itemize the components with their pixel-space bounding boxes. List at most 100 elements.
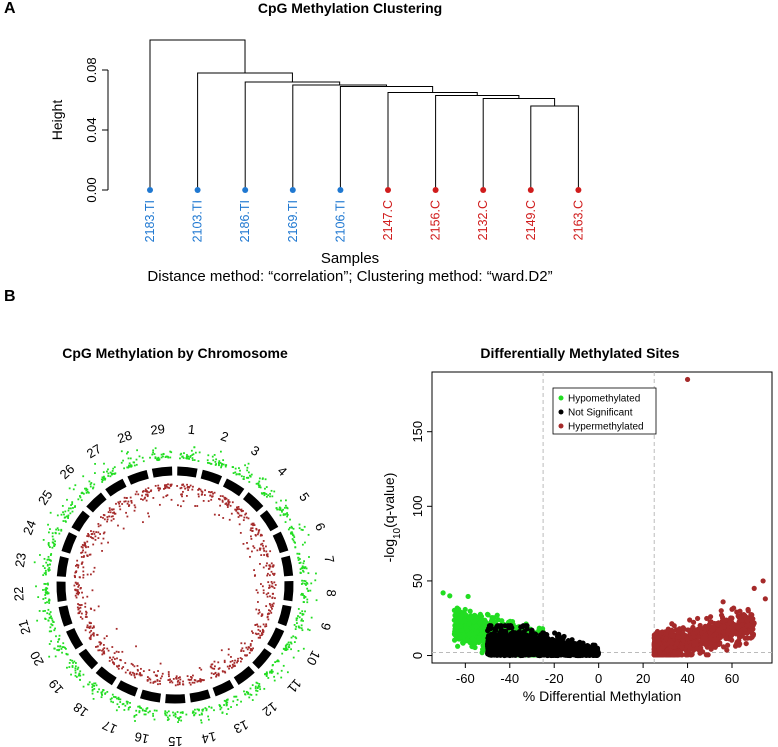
circos-hypo-point: [256, 690, 259, 692]
circos-hyper-point: [79, 610, 82, 613]
circos-hypo-point: [126, 701, 129, 703]
circos-hyper-point: [110, 519, 113, 522]
circos-hyper-point: [78, 611, 81, 614]
volcano-point: [586, 645, 592, 652]
circos-hypo-point: [88, 681, 91, 684]
volcano-point: [462, 618, 468, 624]
circos-hypo-point: [213, 454, 216, 456]
circos-chromosome-label: 7: [321, 554, 337, 564]
circos-hypo-point: [270, 672, 273, 674]
circos-hyper-point: [266, 574, 269, 577]
circos-hypo-point: [52, 541, 54, 544]
circos-hyper-point: [264, 625, 267, 628]
circos-hypo-point: [198, 451, 201, 454]
circos-hypo-point: [305, 584, 307, 586]
circos-hypo-point: [87, 491, 90, 494]
circos-hypo-point: [300, 592, 303, 595]
circos-hyper-point: [240, 649, 243, 652]
circos-chromosome-label: 9: [318, 621, 334, 632]
circos-chromosome-label: 28: [115, 427, 134, 446]
circos-chromosome-label: 11: [284, 676, 304, 696]
circos-hyper-point: [81, 546, 84, 549]
circos-hyper-point: [172, 678, 175, 680]
circos-hypo-point: [89, 485, 92, 488]
circos-hyper-point: [265, 564, 268, 567]
circos-hyper-point: [256, 623, 259, 626]
circos-hyper-point: [188, 679, 191, 681]
circos-hypo-point: [226, 698, 229, 701]
circos-hypo-point: [44, 569, 47, 572]
circos-hypo-point: [52, 538, 55, 541]
circos-hypo-point: [243, 690, 245, 693]
circos-hypo-point: [126, 466, 129, 469]
circos-hypo-point: [293, 536, 296, 539]
circos-hyper-point: [271, 582, 274, 585]
volcano-point: [470, 631, 477, 638]
circos-hyper-point: [101, 550, 103, 552]
circos-hypo-point: [271, 664, 274, 667]
circos-hypo-point: [47, 569, 50, 572]
circos-hyper-point: [250, 535, 252, 538]
circos-hyper-point: [212, 673, 215, 675]
circos-hyper-point: [87, 626, 90, 629]
circos-hyper-point: [249, 529, 252, 532]
circos-hyper-point: [250, 523, 253, 526]
circos-hyper-point: [99, 642, 102, 645]
circos-hyper-point: [226, 665, 229, 668]
circos-hypo-point: [103, 462, 105, 465]
circos-hyper-point: [197, 680, 200, 682]
circos-hyper-point: [144, 496, 146, 499]
circos-hypo-point: [304, 596, 307, 598]
circos-hypo-point: [284, 506, 286, 509]
circos-hyper-point: [273, 581, 276, 584]
circos-hyper-point: [93, 566, 96, 569]
circos-hypo-point: [141, 709, 144, 712]
circos-hyper-point: [106, 520, 109, 523]
circos-hypo-point: [89, 483, 92, 486]
circos-hypo-point: [255, 689, 257, 692]
circos-hypo-point: [71, 659, 74, 662]
circos-hyper-point: [76, 583, 78, 586]
circos-hypo-point: [42, 565, 45, 567]
circos-hypo-point: [299, 558, 301, 560]
circos-hypo-point: [247, 462, 250, 465]
circos-hyper-point: [140, 498, 142, 500]
circos-hyper-point: [265, 545, 267, 548]
circos-hyper-point: [89, 625, 92, 628]
circos-hypo-point: [294, 636, 297, 639]
circos-hypo-point: [302, 562, 305, 565]
circos-hyper-point: [130, 662, 133, 665]
circos-hyper-point: [103, 637, 106, 640]
volcano-point: [575, 651, 582, 658]
circos-hyper-point: [200, 493, 203, 496]
circos-hyper-point: [178, 683, 181, 686]
circos-hyper-point: [106, 647, 109, 650]
circos-hypo-point: [51, 546, 54, 549]
circos-hyper-point: [230, 512, 233, 515]
circos-hyper-point: [266, 595, 269, 598]
circos-hypo-point: [249, 693, 252, 696]
circos-hyper-point: [262, 592, 265, 594]
circos-hypo-point: [189, 455, 192, 457]
circos-hypo-point: [53, 629, 56, 632]
circos-hyper-point: [180, 486, 183, 489]
circos-hyper-point: [237, 657, 239, 660]
volcano-point: [480, 638, 486, 644]
circos-hyper-point: [117, 524, 119, 527]
circos-hyper-point: [270, 580, 273, 583]
circos-hyper-point: [210, 498, 213, 501]
circos-hypo-point: [270, 489, 273, 492]
circos-hypo-point: [251, 684, 254, 687]
circos-hyper-point: [78, 591, 81, 594]
circos-hyper-point: [242, 519, 245, 522]
circos-hyper-point: [224, 496, 227, 499]
circos-hypo-point: [177, 721, 179, 723]
circos-hyper-point: [272, 564, 275, 567]
volcano-point: [470, 637, 477, 643]
circos-hyper-point: [118, 505, 121, 508]
circos-hyper-point: [171, 681, 174, 684]
dendrogram-y-label: Height: [49, 100, 65, 141]
circos-hyper-point: [240, 642, 243, 645]
circos-hyper-point: [270, 570, 273, 573]
volcano-point: [581, 647, 587, 653]
